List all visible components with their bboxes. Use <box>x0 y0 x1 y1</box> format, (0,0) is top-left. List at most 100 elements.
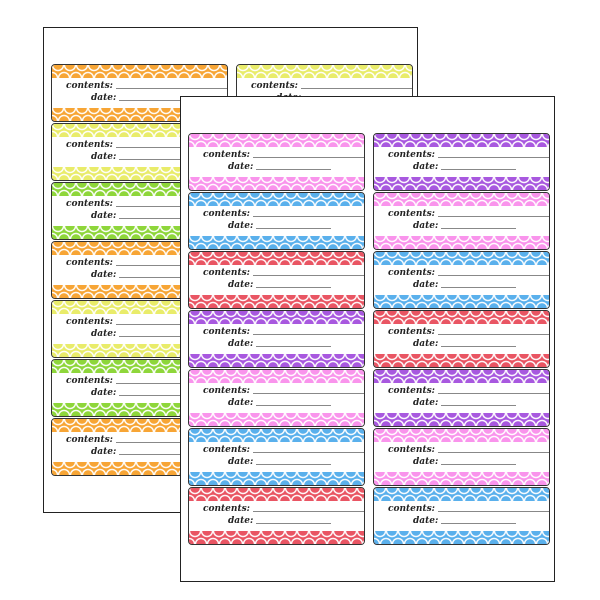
date-write-line <box>441 228 517 229</box>
contents-field: contents: <box>203 445 364 455</box>
date-write-line <box>256 523 332 524</box>
date-label: date: <box>91 270 117 280</box>
contents-field: contents: <box>66 435 227 445</box>
date-field: date: <box>91 93 195 103</box>
date-write-line <box>441 169 517 170</box>
contents-label: contents: <box>203 504 250 514</box>
date-label: date: <box>413 339 439 349</box>
quatrefoil-band-bottom <box>374 531 549 544</box>
label-purple: contents: date: <box>373 133 550 191</box>
contents-field: contents: <box>388 327 549 337</box>
date-write-line <box>119 277 195 278</box>
date-write-line <box>256 169 332 170</box>
contents-field: contents: <box>66 81 227 91</box>
label-pink: contents: date: <box>188 369 365 427</box>
date-field: date: <box>91 152 195 162</box>
date-write-line <box>441 523 517 524</box>
label-red: contents: date: <box>188 487 365 545</box>
contents-write-line <box>253 511 364 512</box>
date-write-line <box>441 405 517 406</box>
date-field: date: <box>413 339 517 349</box>
date-write-line <box>441 346 517 347</box>
date-write-line <box>119 336 195 337</box>
contents-write-line <box>116 442 227 443</box>
contents-label: contents: <box>388 268 435 278</box>
date-write-line <box>256 228 332 229</box>
quatrefoil-band-top <box>52 65 227 78</box>
label-pink: contents: date: <box>373 428 550 486</box>
contents-field: contents: <box>251 81 412 91</box>
contents-label: contents: <box>203 209 250 219</box>
contents-field: contents: <box>388 268 549 278</box>
date-label: date: <box>91 329 117 339</box>
date-field: date: <box>228 398 332 408</box>
contents-write-line <box>253 393 364 394</box>
contents-label: contents: <box>66 376 113 386</box>
date-label: date: <box>228 457 254 467</box>
date-field: date: <box>228 221 332 231</box>
quatrefoil-band-top <box>374 134 549 147</box>
date-write-line <box>256 287 332 288</box>
date-write-line <box>256 346 332 347</box>
quatrefoil-band-top <box>189 429 364 442</box>
date-label: date: <box>413 221 439 231</box>
date-field: date: <box>91 388 195 398</box>
contents-write-line <box>116 206 227 207</box>
contents-field: contents: <box>203 327 364 337</box>
date-field: date: <box>228 280 332 290</box>
contents-write-line <box>253 334 364 335</box>
date-field: date: <box>91 447 195 457</box>
contents-field: contents: <box>388 445 549 455</box>
contents-write-line <box>116 147 227 148</box>
date-label: date: <box>228 162 254 172</box>
contents-field: contents: <box>388 386 549 396</box>
contents-field: contents: <box>388 209 549 219</box>
label-red: contents: date: <box>373 310 550 368</box>
quatrefoil-band-bottom <box>374 177 549 190</box>
quatrefoil-band-bottom <box>374 354 549 367</box>
label-blue: contents: date: <box>188 428 365 486</box>
contents-label: contents: <box>388 386 435 396</box>
contents-label: contents: <box>66 435 113 445</box>
date-write-line <box>119 395 195 396</box>
quatrefoil-band-bottom <box>189 177 364 190</box>
date-field: date: <box>228 457 332 467</box>
date-label: date: <box>413 162 439 172</box>
quatrefoil-band-bottom <box>374 295 549 308</box>
contents-label: contents: <box>66 140 113 150</box>
quatrefoil-band-top <box>189 134 364 147</box>
quatrefoil-band-top <box>189 488 364 501</box>
date-label: date: <box>228 280 254 290</box>
label-pink: contents: date: <box>188 133 365 191</box>
contents-write-line <box>253 157 364 158</box>
date-label: date: <box>413 280 439 290</box>
date-field: date: <box>413 221 517 231</box>
contents-field: contents: <box>66 140 227 150</box>
quatrefoil-band-top <box>374 311 549 324</box>
contents-field: contents: <box>203 504 364 514</box>
quatrefoil-band-top <box>189 193 364 206</box>
date-label: date: <box>413 516 439 526</box>
contents-label: contents: <box>203 268 250 278</box>
date-field: date: <box>413 398 517 408</box>
label-blue: contents: date: <box>188 192 365 250</box>
contents-write-line <box>438 511 549 512</box>
date-field: date: <box>413 280 517 290</box>
date-label: date: <box>91 388 117 398</box>
contents-label: contents: <box>66 199 113 209</box>
contents-label: contents: <box>388 445 435 455</box>
contents-label: contents: <box>251 81 298 91</box>
contents-write-line <box>116 324 227 325</box>
contents-field: contents: <box>388 150 549 160</box>
date-label: date: <box>91 447 117 457</box>
date-field: date: <box>91 329 195 339</box>
contents-field: contents: <box>66 317 227 327</box>
date-write-line <box>119 159 195 160</box>
contents-label: contents: <box>203 445 250 455</box>
quatrefoil-band-bottom <box>189 354 364 367</box>
contents-write-line <box>438 452 549 453</box>
date-label: date: <box>228 339 254 349</box>
date-write-line <box>441 464 517 465</box>
date-write-line <box>119 454 195 455</box>
date-field: date: <box>413 162 517 172</box>
